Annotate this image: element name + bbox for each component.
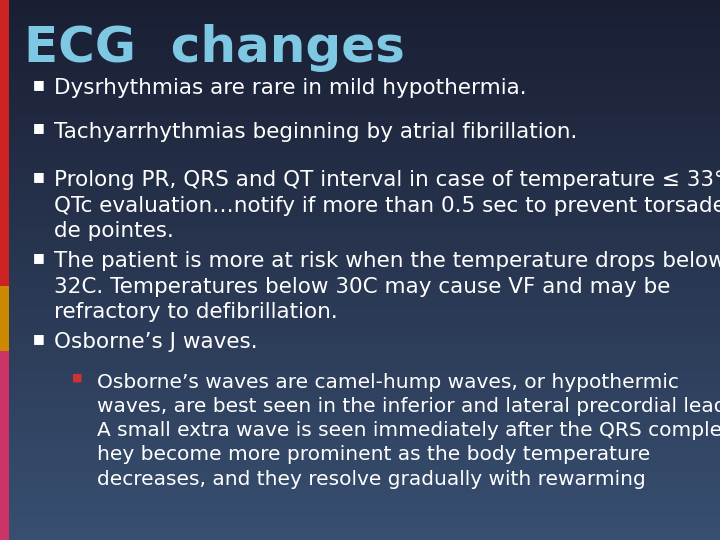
Text: ■: ■ xyxy=(32,78,44,91)
Text: The patient is more at risk when the temperature drops below
32C. Temperatures b: The patient is more at risk when the tem… xyxy=(54,251,720,322)
Text: ■: ■ xyxy=(32,170,44,183)
Bar xyxy=(0,286,9,351)
Text: ECG  changes: ECG changes xyxy=(24,24,405,72)
Text: Tachyarrhythmias beginning by atrial fibrillation.: Tachyarrhythmias beginning by atrial fib… xyxy=(54,122,577,141)
Text: ■: ■ xyxy=(32,122,44,134)
Text: Osborne’s J waves.: Osborne’s J waves. xyxy=(54,332,258,352)
Text: Dysrhythmias are rare in mild hypothermia.: Dysrhythmias are rare in mild hypothermi… xyxy=(54,78,526,98)
Text: Osborne’s waves are camel-hump waves, or hypothermic
waves, are best seen in the: Osborne’s waves are camel-hump waves, or… xyxy=(97,373,720,489)
Text: ■: ■ xyxy=(72,373,83,383)
Bar xyxy=(0,351,9,540)
Text: Prolong PR, QRS and QT interval in case of temperature ≤ 33° C.
QTc evaluation…n: Prolong PR, QRS and QT interval in case … xyxy=(54,170,720,241)
Text: ■: ■ xyxy=(32,332,44,345)
Text: ■: ■ xyxy=(32,251,44,264)
Bar xyxy=(0,0,9,286)
